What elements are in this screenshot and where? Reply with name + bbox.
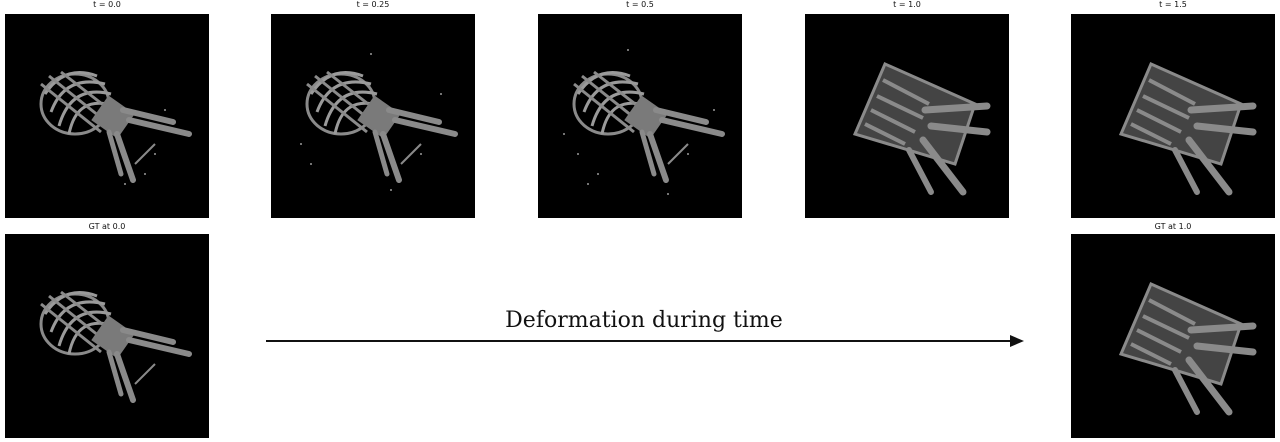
render-image <box>1071 234 1275 438</box>
figure-caption: Deformation during time <box>505 308 783 333</box>
panel-title: t = 1.5 <box>1159 0 1187 9</box>
panel-title: t = 0.25 <box>356 0 390 9</box>
render-image <box>5 234 209 438</box>
render-image <box>5 14 209 218</box>
panel-title: GT at 0.0 <box>88 222 126 231</box>
render-image <box>1071 14 1275 218</box>
panel-title: t = 0.5 <box>626 0 654 9</box>
panel-title: t = 1.0 <box>893 0 921 9</box>
render-image <box>538 14 742 218</box>
render-image <box>271 14 475 218</box>
time-arrow <box>266 335 1024 347</box>
render-image <box>805 14 1009 218</box>
panel-title: GT at 1.0 <box>1154 222 1192 231</box>
panel-title: t = 0.0 <box>93 0 121 9</box>
